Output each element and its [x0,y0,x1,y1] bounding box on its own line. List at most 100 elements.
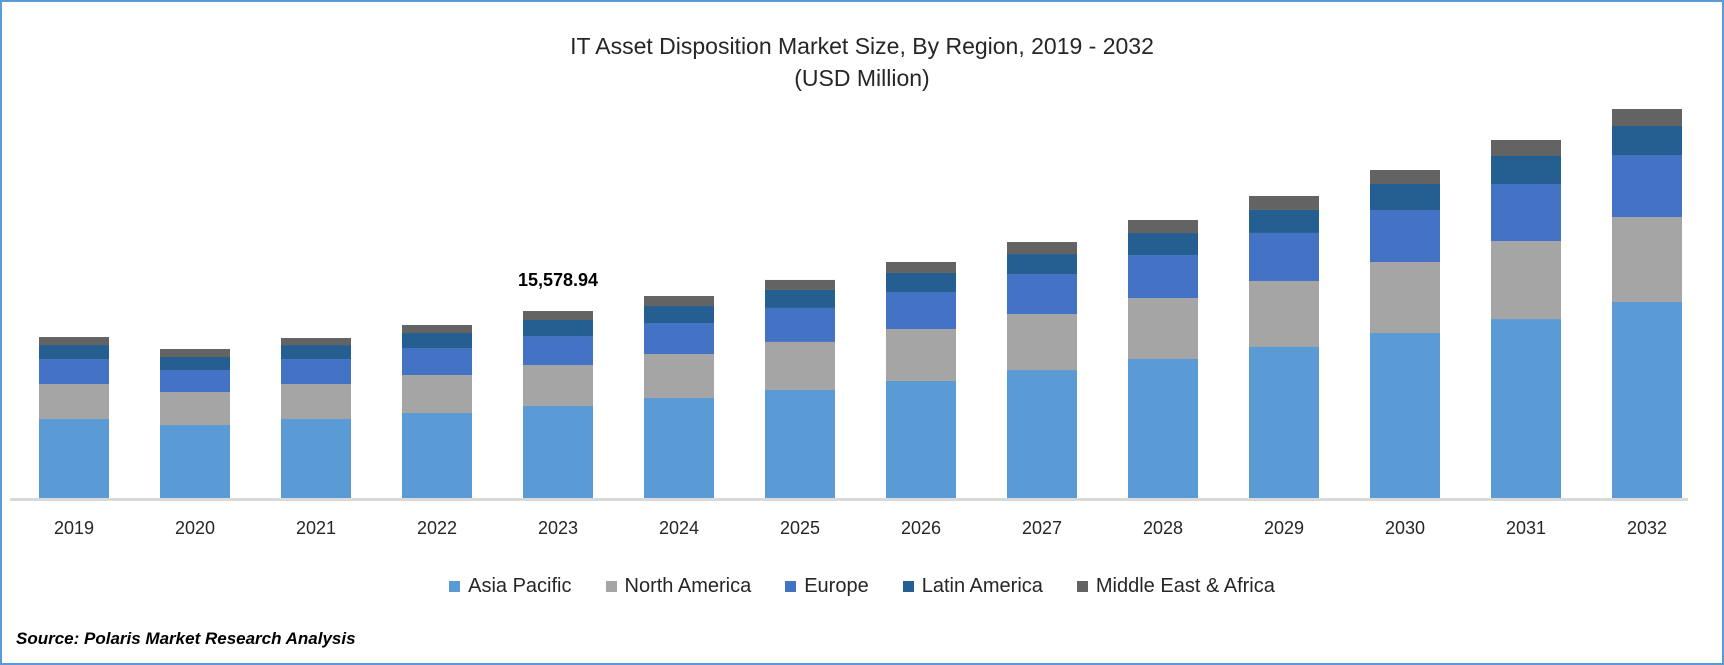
bar-segment-europe-2024 [644,323,714,355]
legend-swatch [1076,581,1088,592]
bar-segment-latin-america-2023 [523,320,593,337]
legend-swatch [449,581,461,592]
bar-segment-north-america-2027 [1007,314,1077,371]
bar-segment-middle-east-africa-2028 [1128,220,1198,234]
bar-segment-europe-2023 [523,336,593,366]
bar-segment-north-america-2025 [765,341,835,390]
legend-label: North America [624,575,752,597]
bar-segment-asia-pacific-2028 [1128,359,1198,498]
x-tick-label: 2024 [659,518,699,538]
x-tick-label: 2029 [1264,518,1304,538]
bar-segment-asia-pacific-2022 [402,413,472,498]
x-tick-label: 2032 [1627,518,1667,538]
bar-segment-middle-east-africa-2026 [886,261,956,273]
bar-segment-europe-2022 [402,348,472,376]
x-tick-label: 2019 [54,518,94,538]
bar-segment-middle-east-africa-2024 [644,296,714,307]
bar-segment-middle-east-africa-2023 [523,311,593,321]
bar-segment-north-america-2019 [39,384,109,420]
bar-segment-asia-pacific-2024 [644,398,714,498]
bar-segment-north-america-2021 [281,384,351,420]
legend-item: North America [605,575,752,598]
bar-segment-middle-east-africa-2031 [1491,139,1561,156]
bar-segment-asia-pacific-2019 [39,419,109,498]
legend-label: Middle East & Africa [1095,575,1275,597]
bar-segment-asia-pacific-2020 [160,425,230,498]
bar-segment-middle-east-africa-2030 [1370,170,1440,185]
legend-item: Asia Pacific [449,575,572,598]
bar-segment-asia-pacific-2032 [1612,301,1682,498]
bar-segment-asia-pacific-2029 [1249,346,1319,498]
bar-segment-north-america-2030 [1370,262,1440,334]
legend-swatch [785,581,797,592]
bar-segment-europe-2027 [1007,274,1077,315]
chart-title: IT Asset Disposition Market Size, By Reg… [570,33,1154,59]
bar-segment-north-america-2022 [402,375,472,414]
legend: Asia Pacific North America Europe Latin Ame… [0,575,1724,598]
bar-segment-europe-2020 [160,370,230,393]
bar-segment-north-america-2031 [1491,241,1561,320]
bar-segment-latin-america-2026 [886,272,956,292]
bar-segment-europe-2026 [886,291,956,329]
bar-segment-north-america-2026 [886,328,956,381]
bar-segment-europe-2031 [1491,183,1561,242]
x-tick-label: 2021 [296,518,336,538]
bar-segment-latin-america-2031 [1491,155,1561,184]
bar-segment-latin-america-2020 [160,357,230,371]
bar-segment-asia-pacific-2025 [765,389,835,498]
bar-segment-latin-america-2028 [1128,233,1198,256]
legend-item: Middle East & Africa [1076,575,1275,598]
bar-segment-middle-east-africa-2025 [765,279,835,290]
bar-segment-europe-2019 [39,359,109,385]
bar-segment-asia-pacific-2027 [1007,370,1077,498]
bar-segment-europe-2032 [1612,155,1682,218]
data-label: 15,578.94 [518,270,598,290]
bar-segment-north-america-2028 [1128,298,1198,360]
bar-segment-asia-pacific-2026 [886,380,956,498]
x-tick-label: 2027 [1022,518,1062,538]
bar-segment-latin-america-2019 [39,345,109,360]
x-tick-label: 2030 [1385,518,1425,538]
bar-segment-latin-america-2022 [402,333,472,349]
x-tick-label: 2020 [175,518,215,538]
legend-label: Europe [804,575,869,597]
bar-segment-latin-america-2027 [1007,254,1077,275]
bar-segment-europe-2025 [765,307,835,342]
bar-segment-middle-east-africa-2027 [1007,242,1077,255]
bar-segment-asia-pacific-2031 [1491,319,1561,498]
bar-segment-asia-pacific-2030 [1370,333,1440,498]
bar-segment-middle-east-africa-2021 [281,338,351,346]
bar-segment-latin-america-2029 [1249,209,1319,233]
bar-segment-europe-2028 [1128,255,1198,299]
chart-subtitle: (USD Million) [794,65,930,91]
bar-segment-north-america-2020 [160,392,230,426]
bar-segment-middle-east-africa-2029 [1249,195,1319,210]
bar-segment-latin-america-2021 [281,345,351,360]
legend-item: Latin America [902,575,1043,598]
legend-item: Europe [785,575,869,598]
bar-segment-europe-2021 [281,359,351,385]
bar-segment-north-america-2023 [523,365,593,406]
bar-segment-asia-pacific-2023 [523,405,593,498]
x-tick-label: 2022 [417,518,457,538]
bar-segment-europe-2029 [1249,232,1319,281]
bar-segment-asia-pacific-2021 [281,419,351,498]
bar-segment-latin-america-2024 [644,306,714,324]
x-tick-label: 2023 [538,518,578,538]
bar-segment-latin-america-2025 [765,289,835,308]
bar-segment-middle-east-africa-2032 [1612,109,1682,127]
legend-label: Asia Pacific [468,575,572,597]
x-tick-label: 2026 [901,518,941,538]
x-tick-label: 2028 [1143,518,1183,538]
legend-label: Latin America [921,575,1043,597]
bar-segment-middle-east-africa-2022 [402,325,472,334]
legend-swatch [902,581,914,592]
bar-segment-middle-east-africa-2020 [160,349,230,358]
bar-segment-middle-east-africa-2019 [39,337,109,346]
x-tick-label: 2031 [1506,518,1546,538]
legend-swatch [605,581,617,592]
bar-segment-latin-america-2032 [1612,126,1682,156]
bar-segment-latin-america-2030 [1370,184,1440,211]
